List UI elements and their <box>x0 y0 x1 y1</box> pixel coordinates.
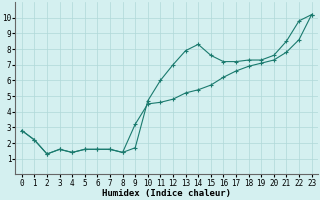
X-axis label: Humidex (Indice chaleur): Humidex (Indice chaleur) <box>102 189 231 198</box>
